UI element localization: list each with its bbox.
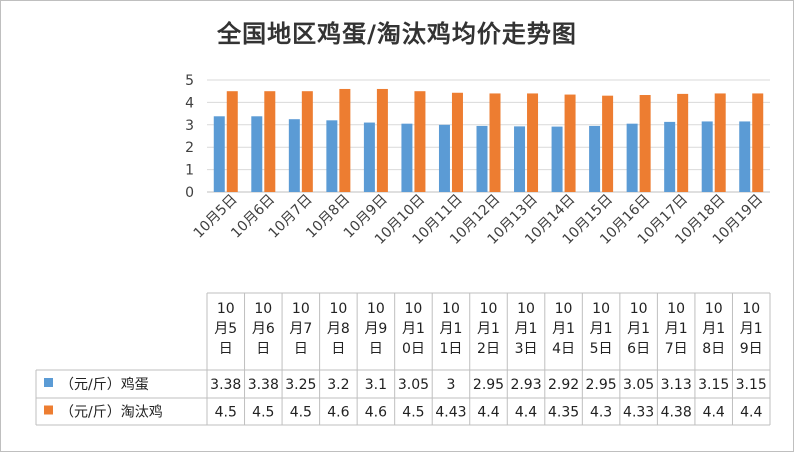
table-value-cell: 3.38 <box>248 377 279 393</box>
table-value-cell: 3.38 <box>210 377 241 393</box>
table-header-cell: 10 月1 0日 <box>402 301 425 357</box>
bar-culled-hen <box>301 91 313 192</box>
table-value-cell: 4.6 <box>327 405 349 421</box>
table-value-cell: 3.25 <box>285 377 316 393</box>
bar-culled-hen <box>752 93 764 192</box>
bar-egg <box>701 121 713 192</box>
table-header-cell: 10 月9 日 <box>364 301 387 357</box>
table-header-cell: 10 月1 2日 <box>477 301 500 357</box>
bar-egg <box>438 124 450 192</box>
bar-culled-hen <box>489 93 501 192</box>
chart-title: 全国地区鸡蛋/淘汰鸡均价走势图 <box>217 20 577 48</box>
bars <box>213 88 764 192</box>
bar-egg <box>626 123 638 192</box>
bar-culled-hen <box>677 93 689 192</box>
table-value-cell: 3.13 <box>661 377 692 393</box>
table-value-cell: 4.4 <box>740 405 762 421</box>
table-value-cell: 4.3 <box>590 405 612 421</box>
table-header-cell: 10 月1 6日 <box>627 301 650 357</box>
bar-egg <box>739 121 751 192</box>
y-tick-label: 1 <box>185 163 194 179</box>
table-value-cell: 4.5 <box>402 405 424 421</box>
table-value-cell: 4.5 <box>290 405 312 421</box>
table-header-cell: 10 月8 日 <box>327 301 350 357</box>
bar-culled-hen <box>414 91 426 192</box>
table-header-cell: 10 月1 4日 <box>552 301 575 357</box>
table-value-cell: 2.95 <box>473 377 504 393</box>
legend-label: （元/斤）鸡蛋 <box>60 376 149 393</box>
table-header-cell: 10 月7 日 <box>289 301 312 357</box>
bar-egg <box>288 119 300 192</box>
gridlines <box>207 79 770 193</box>
table-header-cell: 10 月1 7日 <box>665 301 688 357</box>
bar-egg <box>213 116 225 192</box>
table-header-cell: 10 月1 5日 <box>590 301 613 357</box>
y-tick-label: 0 <box>185 185 194 201</box>
table-value-cell: 4.4 <box>703 405 725 421</box>
legend-label: （元/斤）淘汰鸡 <box>60 404 163 421</box>
table-value-cell: 4.38 <box>661 405 692 421</box>
legend-swatch <box>44 378 53 387</box>
x-axis: 10月5日10月6日10月7日10月8日10月9日10月10日10月11日10月… <box>191 192 766 248</box>
table-header-cell: 10 月6 日 <box>252 301 275 357</box>
y-tick-label: 2 <box>185 140 194 156</box>
table-header-cell: 10 月1 1日 <box>440 301 463 357</box>
table-value-cell: 3.05 <box>623 377 654 393</box>
y-axis: 0 1 2 3 4 5 <box>185 73 194 201</box>
bar-egg <box>514 126 526 192</box>
table-value-cell: 2.95 <box>586 377 617 393</box>
table-value-cell: 4.5 <box>215 405 237 421</box>
bar-egg <box>251 116 263 192</box>
bar-culled-hen <box>264 91 276 192</box>
bar-culled-hen <box>376 88 388 192</box>
bar-egg <box>589 125 601 192</box>
bar-culled-hen <box>564 94 576 192</box>
legend-swatch <box>44 405 53 415</box>
table-value-cell: 4.4 <box>477 405 499 421</box>
bar-culled-hen <box>226 91 238 192</box>
table-header-cell: 10 月1 8日 <box>702 301 725 357</box>
data-table: 10 月5 日 10 月6 日 10 月7 日 10 月8 日 10 月9 日 10 月1 0日 10 月1 1日 10 月… <box>35 292 771 426</box>
table-value-cell: 3.15 <box>736 377 767 393</box>
table-value-cell: 3.15 <box>698 377 729 393</box>
table-value-cell: 2.92 <box>548 377 579 393</box>
table-value-cell: 2.93 <box>510 377 541 393</box>
bar-egg <box>363 122 375 192</box>
table-value-cell: 4.5 <box>252 405 274 421</box>
table-value-cell: 3.1 <box>365 377 387 393</box>
y-tick-label: 3 <box>185 118 194 134</box>
table-value-cell: 4.35 <box>548 405 579 421</box>
bar-egg <box>401 123 413 192</box>
table-header-cell: 10 月1 3日 <box>515 301 538 357</box>
bar-culled-hen <box>714 93 726 192</box>
table-value-cell: 4.43 <box>435 405 466 421</box>
bar-culled-hen <box>451 92 463 192</box>
table-value-cell: 4.33 <box>623 405 654 421</box>
table-value-cell: 4.4 <box>515 405 537 421</box>
y-tick-label: 4 <box>185 95 194 111</box>
bar-culled-hen <box>339 88 351 192</box>
table-value-cell: 3.05 <box>398 377 429 393</box>
bar-egg <box>326 120 338 192</box>
table-header-cell: 10 月5 日 <box>214 301 237 357</box>
table-header-cell: 10 月1 9日 <box>740 301 763 357</box>
bar-egg <box>664 121 676 192</box>
bar-culled-hen <box>639 95 651 192</box>
bar-culled-hen <box>527 93 539 192</box>
table-value-cell: 3 <box>447 377 456 393</box>
table-value-cell: 3.2 <box>327 377 349 393</box>
y-tick-label: 5 <box>185 73 194 89</box>
bar-egg <box>476 125 488 192</box>
bar-egg <box>551 126 563 192</box>
table-value-cell: 4.6 <box>365 405 387 421</box>
bar-culled-hen <box>602 95 614 192</box>
